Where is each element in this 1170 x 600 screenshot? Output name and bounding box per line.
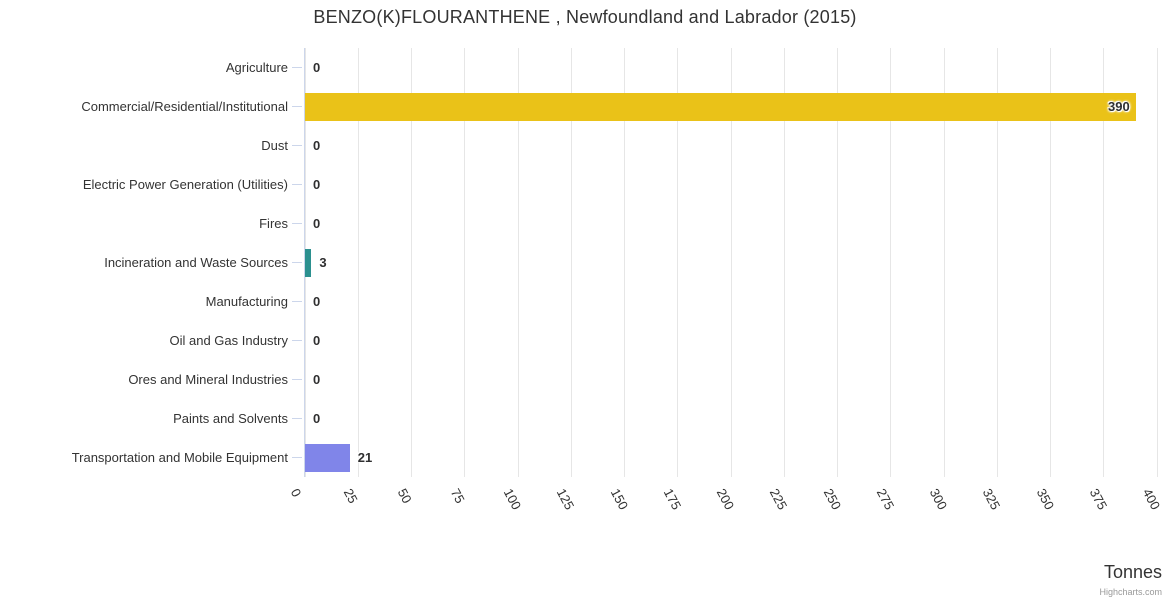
category-label-agriculture: Agriculture [225,59,288,75]
data-label: 0 [313,137,321,153]
category-tick [292,340,302,341]
gridline [570,48,572,477]
data-label: 0 [313,59,321,75]
x-axis-tick-label: 0 [287,486,305,500]
bar-commercial-residential-institutional[interactable] [305,92,1136,121]
data-label: 0 [313,371,321,387]
gridline [1156,48,1158,477]
gridline [943,48,945,477]
category-tick [292,184,302,185]
x-axis-tick-label: 325 [980,486,1004,513]
data-label: 0 [313,215,321,231]
gridline [464,48,466,477]
category-tick [292,418,302,419]
category-label-incineration-and-waste-sources: Incineration and Waste Sources [104,254,288,270]
x-axis-tick-label: 225 [767,486,791,513]
gridline [730,48,732,477]
data-label: 0 [313,332,321,348]
x-axis-tick-label: 275 [873,486,897,513]
x-axis-tick-label: 350 [1033,486,1057,513]
data-label: 21 [357,449,373,465]
x-axis-tick-label: 125 [554,486,578,513]
category-tick [292,145,302,146]
category-tick [292,262,302,263]
gridline [411,48,412,477]
x-axis-tick-label: 200 [713,486,738,513]
category-label-commercial-residential-institutional: Commercial/Residential/Institutional [81,98,288,114]
gridline [1050,48,1051,477]
data-label: 0 [313,176,321,192]
gridline [996,48,998,477]
category-tick [292,457,302,458]
x-axis-tick-label: 400 [1139,486,1164,513]
x-axis-tick-label: 25 [341,486,362,506]
x-axis-tick-label: 100 [500,486,525,513]
x-axis-tick-label: 175 [660,486,684,513]
category-tick [292,379,302,380]
gridline [357,48,359,477]
x-axis-tick-label: 75 [447,486,468,506]
x-axis-tick-label: 250 [820,486,844,513]
x-axis-tick-label: 300 [926,486,951,513]
gridline [517,48,519,477]
gridline [837,48,838,477]
category-label-paints-and-solvents: Paints and Solvents [173,410,288,426]
data-label: 3 [319,254,327,270]
value-axis-title: Tonnes [1103,562,1162,582]
chart-title: BENZO(K)FLOURANTHENE , Newfoundland and … [313,7,857,27]
gridline [677,48,679,477]
category-label-fires: Fires [259,215,288,231]
category-label-electric-power-generation-utilities: Electric Power Generation (Utilities) [82,176,288,192]
x-axis-tick-label: 150 [607,486,631,513]
gridline [783,48,785,477]
category-label-transportation-and-mobile-equipment: Transportation and Mobile Equipment [71,449,288,465]
x-axis-tick-label: 375 [1086,486,1110,513]
data-label: 0 [313,293,321,309]
category-label-ores-and-mineral-industries: Ores and Mineral Industries [128,371,288,387]
category-axis-line [304,48,305,477]
data-label: 390 [1107,98,1130,114]
gridline [1103,48,1105,477]
category-label-manufacturing: Manufacturing [205,293,288,309]
data-label: 0 [313,410,321,426]
bar-incineration-and-waste-sources[interactable] [305,248,312,277]
x-axis-tick-label: 50 [394,486,415,506]
category-tick [292,223,302,224]
category-tick [292,301,302,302]
bar-transportation-and-mobile-equipment[interactable] [305,443,350,472]
category-label-dust: Dust [261,137,288,153]
gridline [890,48,892,477]
category-tick [292,67,302,68]
category-tick [292,106,302,107]
highcharts-credits-link[interactable]: Highcharts.com [1099,587,1162,597]
gridline [624,48,625,477]
category-label-oil-and-gas-industry: Oil and Gas Industry [169,332,289,348]
